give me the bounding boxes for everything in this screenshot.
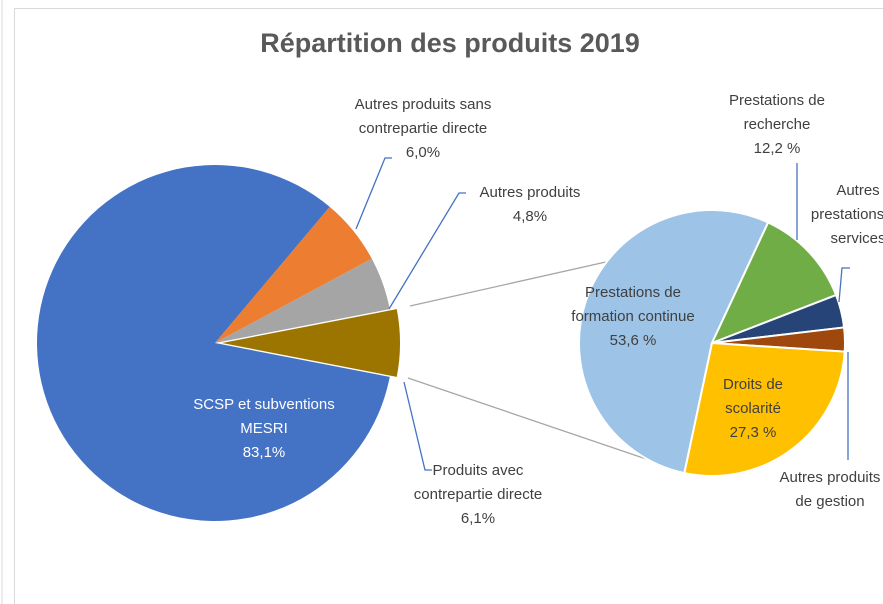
slice-label: Droits de scolarité: [722, 376, 784, 417]
slice-label: SCSP et subventions MESRI: [193, 396, 335, 437]
slice-value: 6,0%: [405, 144, 441, 161]
pie-slice: [215, 258, 390, 343]
slice-label: Produits avec contrepartie directe: [413, 462, 543, 503]
connector-line: [407, 377, 653, 462]
pie-slice: [222, 309, 400, 377]
pie-slice: [37, 165, 390, 521]
slice-value: 12,2 %: [753, 140, 801, 157]
slice-label: Autres prestations de services: [810, 182, 883, 247]
slice-label: Autres produits de gestion: [779, 469, 881, 510]
slice-label: Autres produits sans contrepartie direct…: [354, 96, 492, 137]
slice-label: Autres produits: [479, 184, 581, 201]
chart-frame: [14, 8, 883, 604]
pie-slice: [578, 209, 770, 475]
slice-value: 53,6 %: [609, 332, 657, 349]
slice-value: 27,3 %: [729, 424, 777, 441]
pies: [37, 165, 846, 521]
leader-line: [355, 157, 392, 230]
slice-value: 6,1%: [460, 510, 496, 527]
slice-label: Prestations de recherche: [729, 92, 825, 133]
leader-line: [403, 381, 432, 471]
pie-slice: [683, 341, 846, 477]
chart-title: Répartition des produits 2019: [260, 28, 640, 58]
pie-slice: [215, 206, 372, 343]
connector-line: [409, 256, 629, 307]
slice-value: 83,1%: [242, 444, 286, 461]
pie-slice: [710, 221, 838, 345]
slice-value: 4,8%: [512, 208, 548, 225]
slice-label: Prestations de formation continue: [571, 284, 695, 325]
leader-line: [838, 267, 850, 303]
leader-line: [388, 192, 466, 310]
leader-lines: [355, 157, 850, 471]
